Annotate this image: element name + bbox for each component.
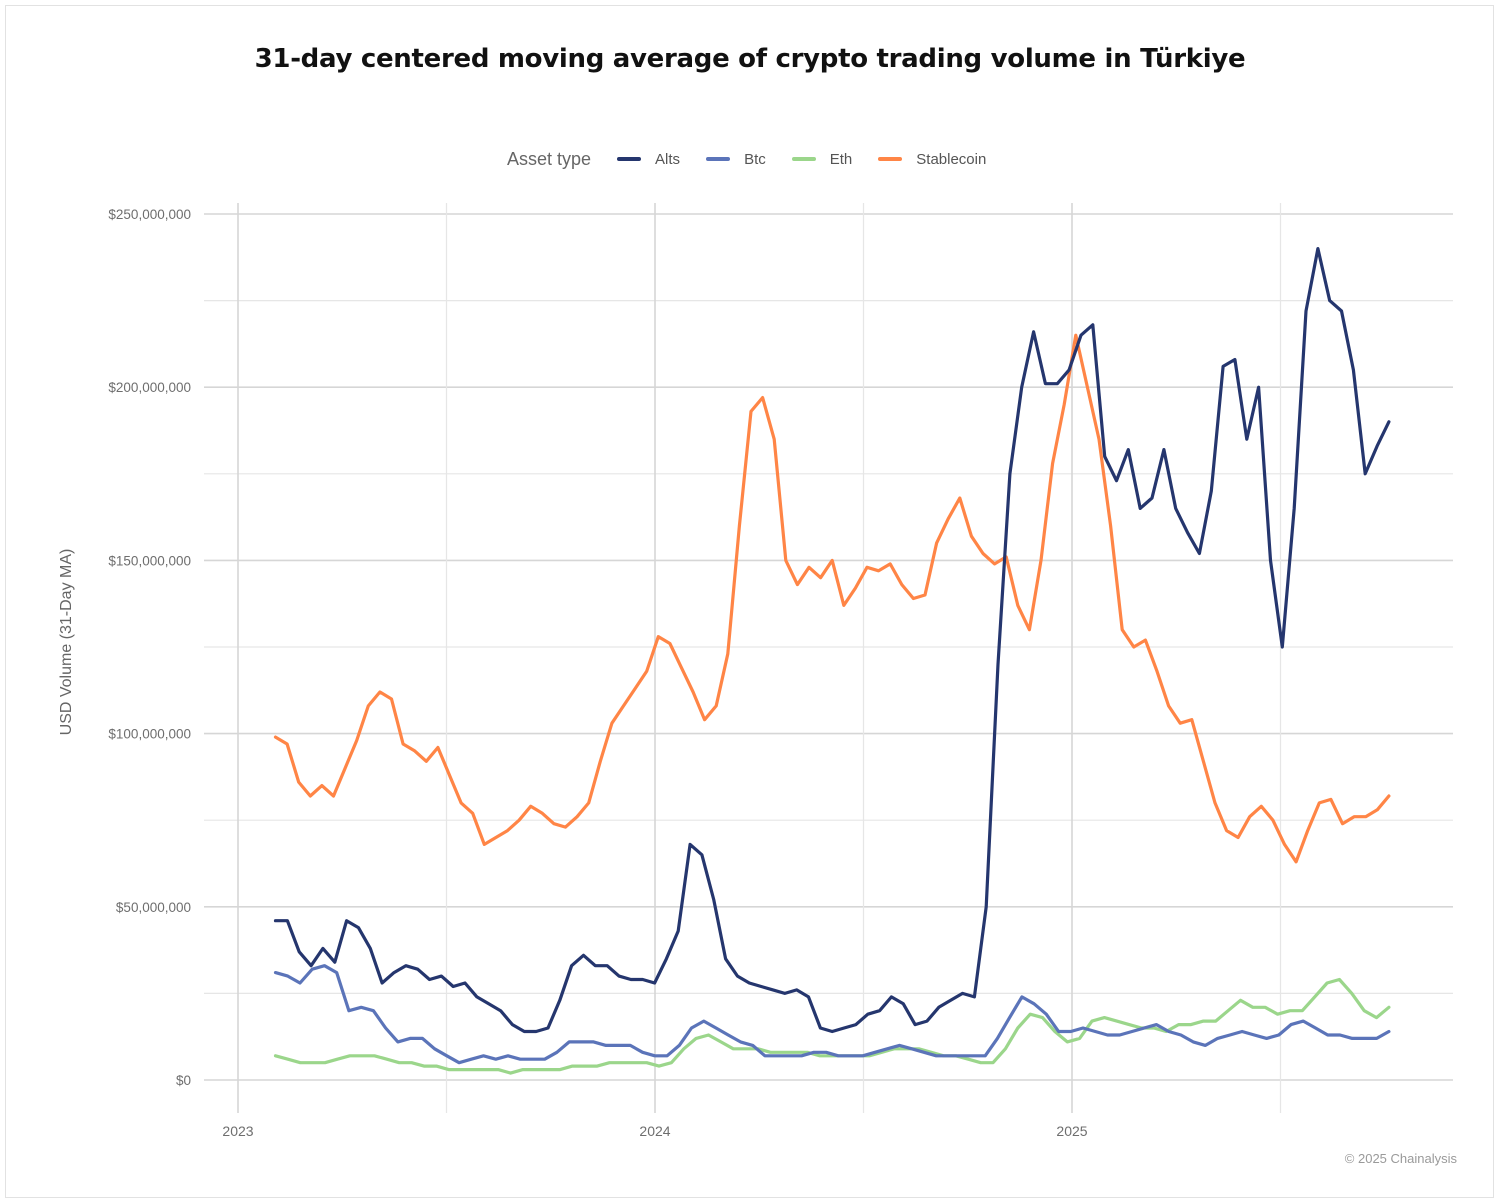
legend-swatch-btc	[706, 157, 731, 161]
legend-label-btc: Btc	[744, 150, 766, 168]
legend-item-alts[interactable]: Alts	[617, 151, 680, 168]
legend-title: Asset type	[507, 148, 592, 169]
y-axis-label: USD Volume (31-Day MA)	[58, 549, 75, 736]
x-tick-label: 2025	[1056, 1123, 1087, 1139]
y-tick-label: $50,000,000	[116, 900, 191, 915]
series-line-stablecoin	[273, 333, 1391, 864]
legend-swatch-alts	[617, 157, 642, 161]
x-axis: 2023 2024 2025	[222, 1123, 1087, 1139]
x-tick-label: 2023	[222, 1123, 253, 1139]
y-tick-label: $0	[176, 1073, 191, 1088]
legend-item-stablecoin[interactable]: Stablecoin	[878, 151, 986, 168]
legend-item-eth[interactable]: Eth	[791, 150, 853, 168]
y-tick-label: $100,000,000	[108, 727, 191, 742]
chart-title: 31-day centered moving average of crypto…	[254, 44, 1246, 74]
legend-label-alts: Alts	[655, 150, 681, 168]
legend-label-stablecoin: Stablecoin	[916, 150, 987, 168]
x-tick-label: 2024	[639, 1123, 670, 1139]
series-line-eth	[273, 977, 1391, 1075]
series-line-alts	[273, 247, 1391, 1034]
legend-item-btc[interactable]: Btc	[706, 151, 766, 168]
y-axis: $0 $50,000,000 $100,000,000 $150,000,000 $20…	[108, 207, 191, 1088]
legend-swatch-stablecoin	[878, 157, 903, 161]
copyright-text: © 2025 Chainalysis	[1344, 1151, 1457, 1166]
legend: Asset type Alts Btc Eth Stablecoin	[507, 146, 1012, 172]
y-tick-label: $150,000,000	[108, 553, 191, 568]
series-lines	[273, 247, 1391, 1075]
legend-swatch-eth	[791, 157, 816, 161]
y-tick-label: $250,000,000	[108, 207, 191, 222]
y-tick-label: $200,000,000	[108, 380, 191, 395]
series-line-btc	[273, 964, 1391, 1065]
legend-label-eth: Eth	[829, 150, 853, 168]
chart-frame	[5, 5, 1494, 1198]
